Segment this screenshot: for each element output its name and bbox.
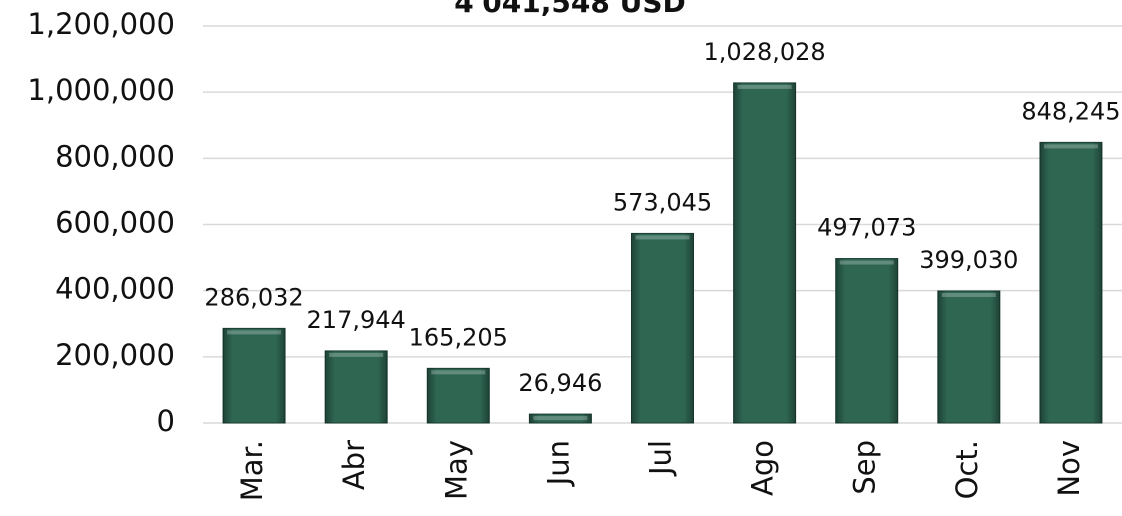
data-label: 1,028,028 [704,38,826,66]
data-label: 217,944 [307,306,406,334]
bar-shade [733,82,796,423]
data-label: 26,946 [518,369,602,397]
y-tick-label: 0 [157,404,175,438]
bar-highlight [431,370,486,375]
chart-title: 4'041,548 USD [454,0,685,19]
data-label: 286,032 [204,283,303,311]
y-tick-label: 400,000 [55,272,175,306]
bar-highlight [227,330,282,335]
x-tick-label: Sep [848,440,882,495]
y-tick-label: 200,000 [55,338,175,372]
y-tick-label: 1,000,000 [27,73,175,107]
x-tick-label: May [439,440,473,500]
data-label: 165,205 [409,323,508,351]
x-tick-label: Nov [1052,440,1086,497]
bar-shade [631,233,694,423]
bar-highlight [329,352,384,357]
bar-highlight [1043,144,1098,149]
x-tick-label: Oct. [950,440,984,499]
bar-highlight [533,416,588,421]
bar-shade [223,328,286,423]
bar-shade [1039,142,1102,423]
bar-highlight [839,260,894,265]
data-label: 497,073 [817,214,916,242]
bar-shade [835,258,898,423]
x-tick-label: Jun [541,440,575,487]
data-label: 848,245 [1021,97,1120,125]
bar-shade [937,290,1000,423]
y-tick-label: 1,200,000 [27,7,175,41]
bar-shade [427,368,490,423]
x-tick-label: Ago [746,440,780,496]
bar-shade [529,414,592,423]
data-label: 399,030 [919,246,1018,274]
x-tick-label: Abr [337,440,371,490]
y-tick-label: 800,000 [55,139,175,173]
bar-highlight [941,292,996,297]
data-label: 573,045 [613,188,712,216]
x-tick-label: Jul [644,440,678,477]
bar-shade [325,350,388,423]
x-tick-label: Mar. [235,440,269,501]
bar-highlight [737,84,792,89]
y-tick-label: 600,000 [55,206,175,240]
bar-highlight [635,235,690,240]
